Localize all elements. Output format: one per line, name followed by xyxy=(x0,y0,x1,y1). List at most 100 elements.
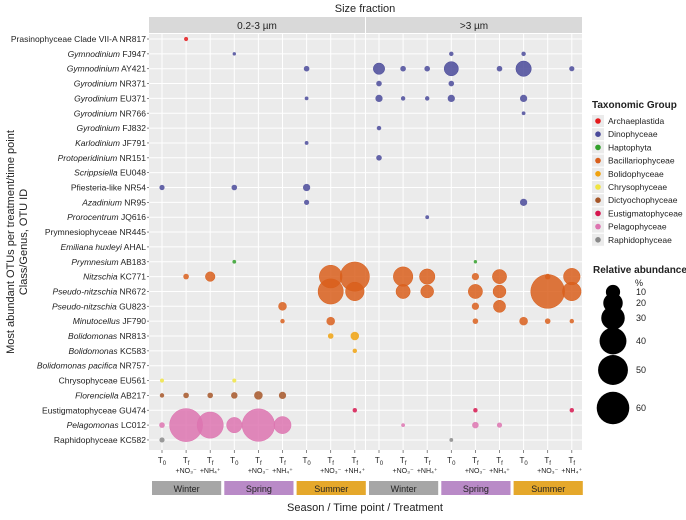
data-point xyxy=(569,318,575,324)
data-point xyxy=(448,80,455,87)
data-point xyxy=(352,348,358,354)
x-tick-label: Tf xyxy=(327,456,334,467)
x-tick-treatment: +NO₃⁻ xyxy=(320,468,341,475)
data-point xyxy=(184,36,189,42)
data-point xyxy=(375,94,383,103)
x-tick-label: T0 xyxy=(519,456,528,467)
x-tick-label: T0 xyxy=(230,456,239,467)
legend-item-label: Eustigmatophyceae xyxy=(608,208,683,218)
season-strip xyxy=(224,481,294,495)
x-tick-label: T0 xyxy=(375,456,384,467)
data-point xyxy=(231,184,238,191)
x-tick-label: T0 xyxy=(447,456,456,467)
data-point xyxy=(471,302,480,310)
x-tick-treatment: +NH₄⁺ xyxy=(200,468,221,475)
y-tick-label: Protoperidinium NR151 xyxy=(58,153,147,163)
season-label: Summer xyxy=(531,484,565,494)
legend-item-label: Haptophyta xyxy=(608,142,652,152)
legend-swatch xyxy=(595,144,601,151)
data-point xyxy=(419,268,436,285)
data-point xyxy=(492,284,507,299)
facet-strip-right xyxy=(366,17,582,33)
data-point xyxy=(420,284,434,299)
y-tick-label: Raphidophyceae KC582 xyxy=(54,435,146,445)
data-point xyxy=(521,51,526,57)
data-point xyxy=(519,198,528,206)
y-axis-title-line: Class/Genus, OTU ID xyxy=(18,189,30,295)
data-point xyxy=(544,273,551,280)
season-strip xyxy=(296,481,366,495)
legend-swatch xyxy=(595,223,601,230)
y-tick-label: Pseudo-nitzschia GU823 xyxy=(52,301,146,311)
data-point xyxy=(376,125,382,131)
legend-swatch xyxy=(595,237,601,243)
data-point xyxy=(183,273,189,280)
legend-item-label: Bolidophyceae xyxy=(608,169,664,179)
x-tick-label: Tf xyxy=(279,456,286,467)
y-tick-label: Chrysophyceae EU561 xyxy=(59,376,147,386)
data-point xyxy=(473,408,478,413)
x-tick-label: Tf xyxy=(544,456,551,467)
x-axis-title: Season / Time point / Treatment xyxy=(287,502,443,514)
data-point xyxy=(159,184,165,191)
data-point xyxy=(304,96,309,101)
data-point xyxy=(395,284,411,299)
data-point xyxy=(207,392,213,399)
data-point xyxy=(376,80,382,87)
data-point xyxy=(159,393,165,398)
data-point xyxy=(376,155,382,161)
season-strip xyxy=(369,481,439,495)
x-tick-treatment: +NO₃⁻ xyxy=(248,468,269,475)
data-point xyxy=(449,51,454,57)
legend-swatch xyxy=(595,184,601,190)
data-point xyxy=(425,215,430,220)
data-point xyxy=(196,411,224,439)
x-tick-label: Tf xyxy=(352,456,359,467)
legend-swatch xyxy=(595,118,601,124)
season-label: Summer xyxy=(314,484,348,494)
season-strip xyxy=(441,481,511,495)
season-label: Spring xyxy=(463,484,489,494)
data-point xyxy=(449,438,454,442)
y-axis-title: Most abundant OTUs per treatment/time po… xyxy=(5,130,30,354)
data-point xyxy=(493,299,506,313)
legend-swatch xyxy=(595,210,601,217)
legend-size-circle xyxy=(598,355,628,385)
y-tick-label: Karlodinium JF791 xyxy=(75,138,146,148)
y-axis-labels: Prasinophyceae Clade VII-A NR817 Gymnodin… xyxy=(11,34,149,445)
data-point xyxy=(183,392,189,399)
legend-item-label: Dictyochophyceae xyxy=(608,195,678,205)
data-point xyxy=(303,65,310,72)
data-point xyxy=(232,52,236,56)
legend-swatch xyxy=(595,171,601,177)
x-tick-label: Tf xyxy=(496,456,503,467)
y-tick-label: Emiliana huxleyi AHAL xyxy=(60,242,146,252)
data-point xyxy=(302,183,311,192)
legend-size-label: 10 xyxy=(636,287,646,297)
y-tick-label: Pseudo-nitzschia NR672 xyxy=(52,286,146,296)
x-tick-treatment: +NH₄⁺ xyxy=(272,468,293,475)
data-point xyxy=(278,391,287,400)
legend-size-circle xyxy=(596,391,630,425)
y-tick-label: Bolidomonas NR813 xyxy=(68,331,146,341)
y-tick-label: Nitzschia KC771 xyxy=(83,272,146,282)
data-point xyxy=(447,94,455,103)
y-tick-label: Gymnodinium AY421 xyxy=(67,64,146,74)
y-tick-label: Minutocellus JF790 xyxy=(73,316,147,326)
x-tick-treatment: +NO₃⁻ xyxy=(393,468,414,475)
facet-strip-left xyxy=(149,17,365,33)
data-point xyxy=(319,264,343,289)
x-tick-treatment: +NH₄⁺ xyxy=(344,468,365,475)
data-point xyxy=(519,316,528,326)
legend-size-label: 20 xyxy=(636,298,646,308)
x-tick-treatment: +NH₄⁺ xyxy=(561,468,582,475)
data-point xyxy=(515,60,532,77)
legend-size-circle xyxy=(599,327,627,355)
data-point xyxy=(345,281,365,301)
data-points xyxy=(159,36,582,443)
data-point xyxy=(424,65,431,72)
legend-item-label: Archaeplastida xyxy=(608,116,665,126)
season-label: Spring xyxy=(246,484,272,494)
data-point xyxy=(232,378,237,383)
legend-size-label: 40 xyxy=(636,336,646,346)
